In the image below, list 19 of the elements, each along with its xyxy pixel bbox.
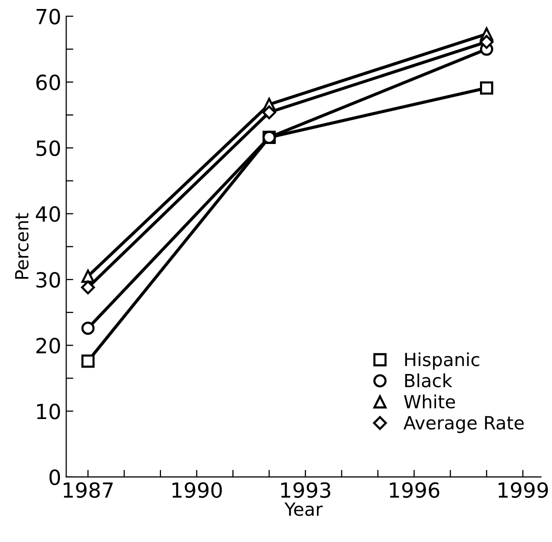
y-tick-label: 40: [36, 206, 60, 222]
legend-label: Hispanic: [405, 352, 480, 370]
x-tick-label: 1996: [390, 482, 440, 498]
x-tick-label: 1993: [281, 482, 330, 498]
y-tick-label: 10: [37, 404, 60, 420]
legend-label: Black: [405, 373, 452, 388]
y-tick-label: 60: [36, 74, 60, 90]
x-tick-label: 1999: [498, 482, 548, 498]
x-tick-label: 1987: [64, 482, 113, 498]
legend-label: White: [404, 394, 455, 408]
y-tick-label: 50: [36, 140, 60, 156]
legend-label: Average Rate: [404, 416, 524, 434]
y-tick-label: 0: [49, 469, 60, 486]
y-tick-label: 20: [36, 338, 60, 354]
y-tick-label: 70: [36, 8, 60, 24]
y-axis-title: Percent: [15, 213, 29, 279]
y-tick-label: 30: [36, 272, 60, 288]
x-tick-label: 1990: [172, 482, 222, 498]
x-axis-title: Year: [284, 502, 323, 516]
